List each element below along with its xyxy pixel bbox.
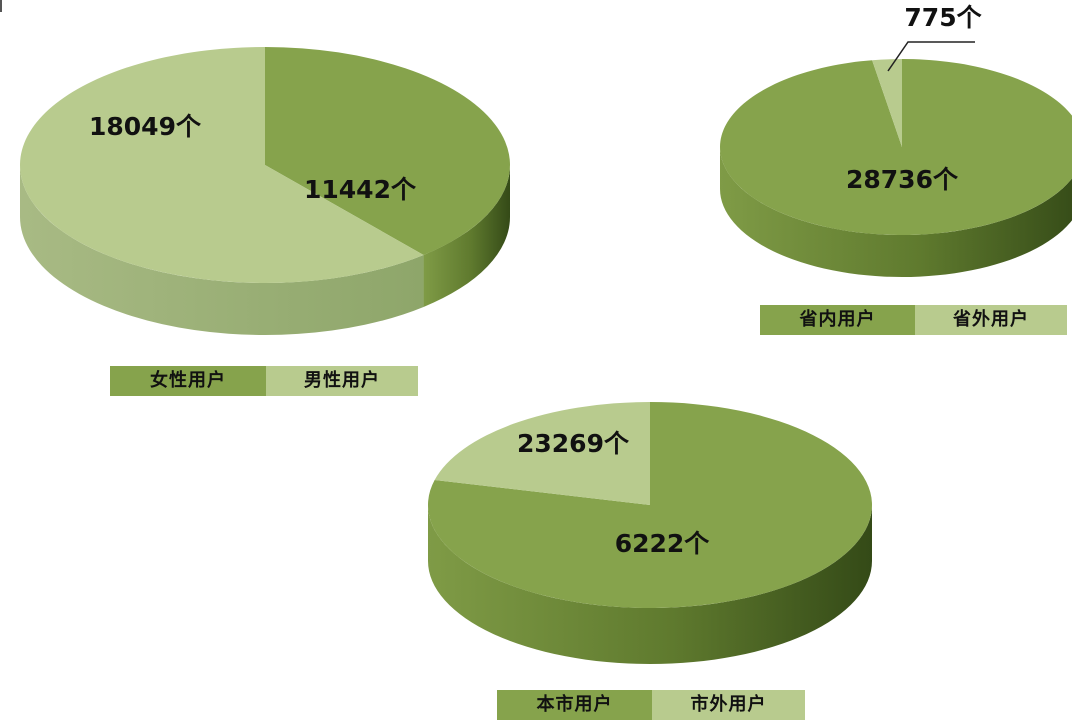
legend-city: 本市用户 市外用户: [497, 690, 805, 720]
pie-chart-0: 11442个 18049个: [19, 47, 510, 335]
legend-item-female: 女性用户: [110, 366, 266, 396]
data-label-1-0: 28736个: [846, 165, 959, 194]
pie-slice-0-1: [19, 47, 424, 284]
data-label-0-1: 18049个: [89, 112, 202, 141]
legend-item-male: 男性用户: [266, 366, 418, 396]
corner-mark: [0, 0, 7, 12]
pie-slice-2-1: [434, 402, 650, 505]
pie-side-0-0: [423, 165, 510, 307]
legend-gender: 女性用户 男性用户: [110, 366, 418, 396]
legend-item-other-city: 市外用户: [652, 690, 805, 720]
data-label-1-1: 775个: [904, 3, 982, 32]
leader-line-1: [887, 41, 975, 72]
pie-chart-2: 6222个 23269个: [427, 402, 872, 664]
legend-province: 省内用户 省外用户: [760, 305, 1067, 335]
pie-side-1-0: [720, 147, 1072, 277]
data-label-2-1: 23269个: [517, 429, 630, 458]
legend-item-in-province: 省内用户: [760, 305, 915, 335]
legend-item-local-city: 本市用户: [497, 690, 652, 720]
pie-side-2-0: [428, 505, 872, 664]
pie-slice-1-1: [872, 59, 902, 147]
data-label-2-0: 6222个: [615, 529, 711, 558]
data-label-0-0: 11442个: [304, 175, 417, 204]
pie-slice-1-0: [720, 59, 1072, 235]
legend-item-out-province: 省外用户: [915, 305, 1067, 335]
pie-side-0-1: [20, 165, 424, 335]
pie-chart-1: 28736个 775个: [720, 3, 1072, 277]
pie-slice-0-0: [265, 47, 510, 255]
